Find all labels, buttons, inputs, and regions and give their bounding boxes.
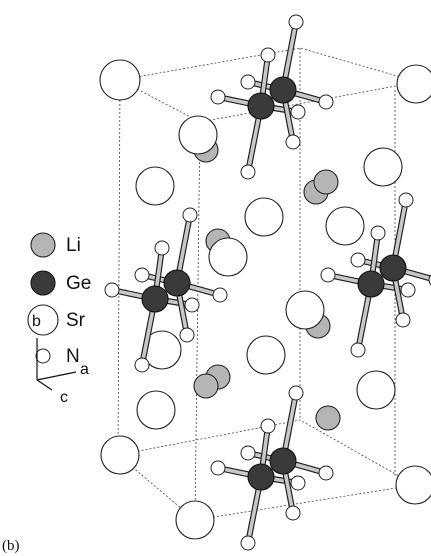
legend-swatch: [36, 349, 50, 363]
axis-label: a: [80, 361, 89, 378]
axis-label: c: [60, 389, 68, 406]
legend-label: Sr: [66, 310, 86, 331]
crystal-diagram: Li Ge Sr N b a c (b): [0, 0, 431, 556]
legend-label: Li: [66, 235, 81, 256]
legend-swatch: [31, 233, 55, 257]
caption: (b): [2, 538, 20, 554]
ge-n-octahedron: [211, 15, 333, 179]
ge-n-octahedron: [211, 386, 333, 550]
legend-label: N: [66, 346, 80, 367]
axis-label: b: [32, 313, 41, 330]
legend-label: Ge: [66, 273, 91, 294]
legend-swatch: [31, 271, 55, 295]
